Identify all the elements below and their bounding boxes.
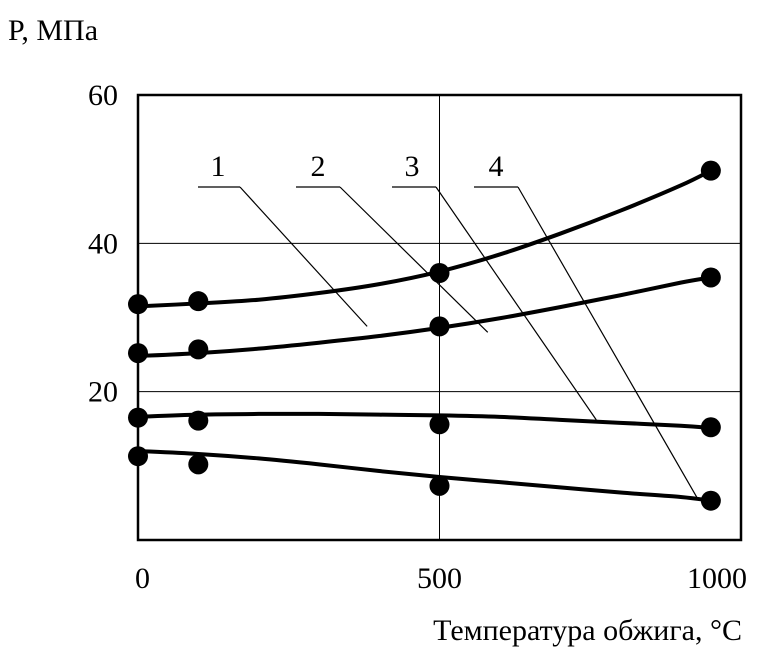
data-point-3-1 [188,410,209,431]
data-point-2-1 [188,339,209,360]
annotation-leader-2 [339,186,489,333]
data-point-3-2 [429,414,450,435]
series-line-3 [136,411,713,431]
plot-frame [136,93,743,542]
data-point-4-1 [188,454,209,475]
y-axis-label: P, МПа [8,14,98,47]
series-line-1 [136,168,713,309]
data-point-4-3 [700,490,721,511]
annotation-label-3: 3 [405,150,420,183]
annotation-leader-4 [517,186,700,501]
data-point-3-3 [700,417,721,438]
x-tick-label: 1000 [687,562,747,595]
data-point-2-2 [429,316,450,337]
y-tick-label: 40 [88,227,118,260]
annotation-label-2: 2 [311,150,326,183]
data-point-1-2 [429,263,450,283]
y-tick-label: 20 [88,376,118,409]
annotation-leader-1 [239,186,368,327]
x-tick-label: 0 [135,562,150,595]
annotation-label-1: 1 [211,150,226,183]
x-tick-label: 500 [417,562,462,595]
annotation-label-4: 4 [489,150,504,183]
y-tick-label: 60 [88,79,118,112]
x-axis-label: Температура обжига, °C [433,614,742,647]
data-point-2-3 [700,267,721,288]
data-point-1-3 [700,160,721,181]
data-point-4-2 [429,475,450,496]
annotation-leader-3 [435,186,597,421]
series-line-2 [136,275,713,359]
data-point-1-1 [188,291,209,312]
series-line-4 [136,449,713,503]
